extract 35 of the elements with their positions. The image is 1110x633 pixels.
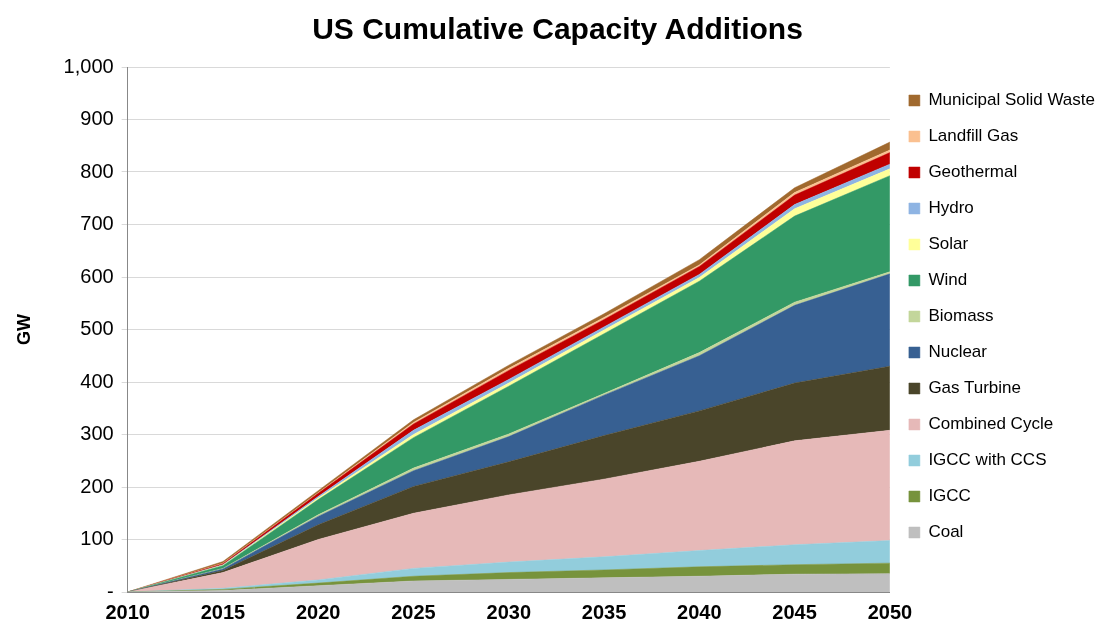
x-tick-label: 2015 [200, 600, 246, 623]
x-tick-label: 2010 [105, 600, 150, 623]
legend-label: Nuclear [928, 342, 988, 362]
legend-label: IGCC with CCS [928, 450, 1047, 470]
legend-label: Biomass [928, 306, 994, 326]
legend-label: Coal [928, 522, 964, 542]
y-tick-label: - [106, 579, 114, 602]
legend-label: Solar [928, 234, 969, 254]
x-tick-label: 2030 [486, 600, 532, 623]
y-tick-label: 200 [80, 474, 114, 497]
y-tick-label: 800 [80, 159, 114, 182]
legend-label: Municipal Solid Waste [928, 90, 1095, 110]
y-tick-label: 300 [80, 422, 114, 445]
legend-label: Combined Cycle [928, 414, 1054, 434]
legend-label: Geothermal [928, 162, 1018, 182]
y-axis-title: GW [13, 314, 34, 345]
y-tick-label: 700 [80, 212, 114, 235]
x-tick-label: 2050 [867, 600, 913, 623]
y-tick-label: 400 [80, 369, 114, 392]
y-tick-label: 1,000 [63, 54, 114, 77]
legend-label: Wind [928, 270, 968, 290]
x-tick-label: 2035 [581, 600, 627, 623]
legend-label: IGCC [928, 486, 971, 506]
y-tick-label: 500 [80, 317, 114, 340]
legend-label: Hydro [928, 198, 974, 218]
x-tick-label: 2045 [772, 600, 817, 623]
x-tick-label: 2025 [391, 600, 436, 623]
y-tick-label: 600 [80, 264, 114, 287]
x-tick-label: 2040 [677, 600, 722, 623]
chart-title: US Cumulative Capacity Additions [312, 12, 803, 46]
legend-label: Gas Turbine [928, 378, 1021, 398]
x-tick-label: 2020 [295, 600, 341, 623]
legend-label: Landfill Gas [928, 126, 1019, 146]
y-tick-label: 100 [80, 527, 114, 550]
y-tick-label: 900 [80, 107, 114, 130]
